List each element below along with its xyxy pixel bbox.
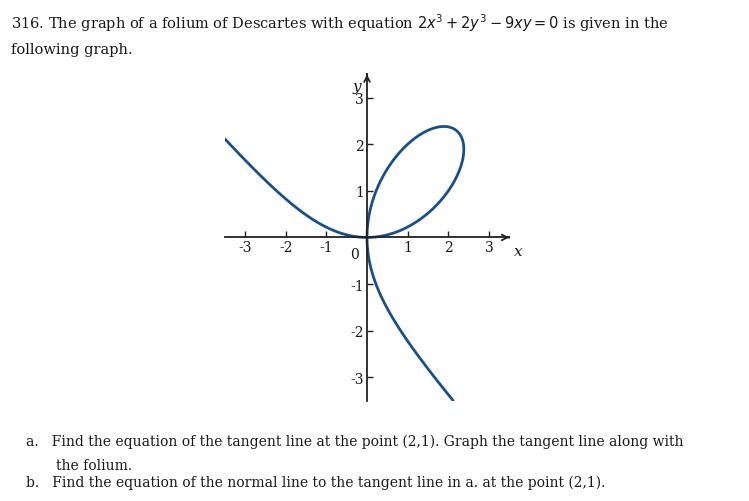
Text: y: y <box>353 80 361 94</box>
Text: 316. The graph of a folium of Descartes with equation $2x^3 + 2y^3 - 9xy = 0$ is: 316. The graph of a folium of Descartes … <box>11 13 669 34</box>
Text: a.   Find the equation of the tangent line at the point (2,1). Graph the tangent: a. Find the equation of the tangent line… <box>26 433 684 448</box>
Text: the folium.: the folium. <box>56 458 133 472</box>
Text: following graph.: following graph. <box>11 43 133 57</box>
Text: x: x <box>515 245 523 259</box>
Text: b.   Find the equation of the normal line to the tangent line in a. at the point: b. Find the equation of the normal line … <box>26 475 606 489</box>
Text: 0: 0 <box>350 247 359 261</box>
